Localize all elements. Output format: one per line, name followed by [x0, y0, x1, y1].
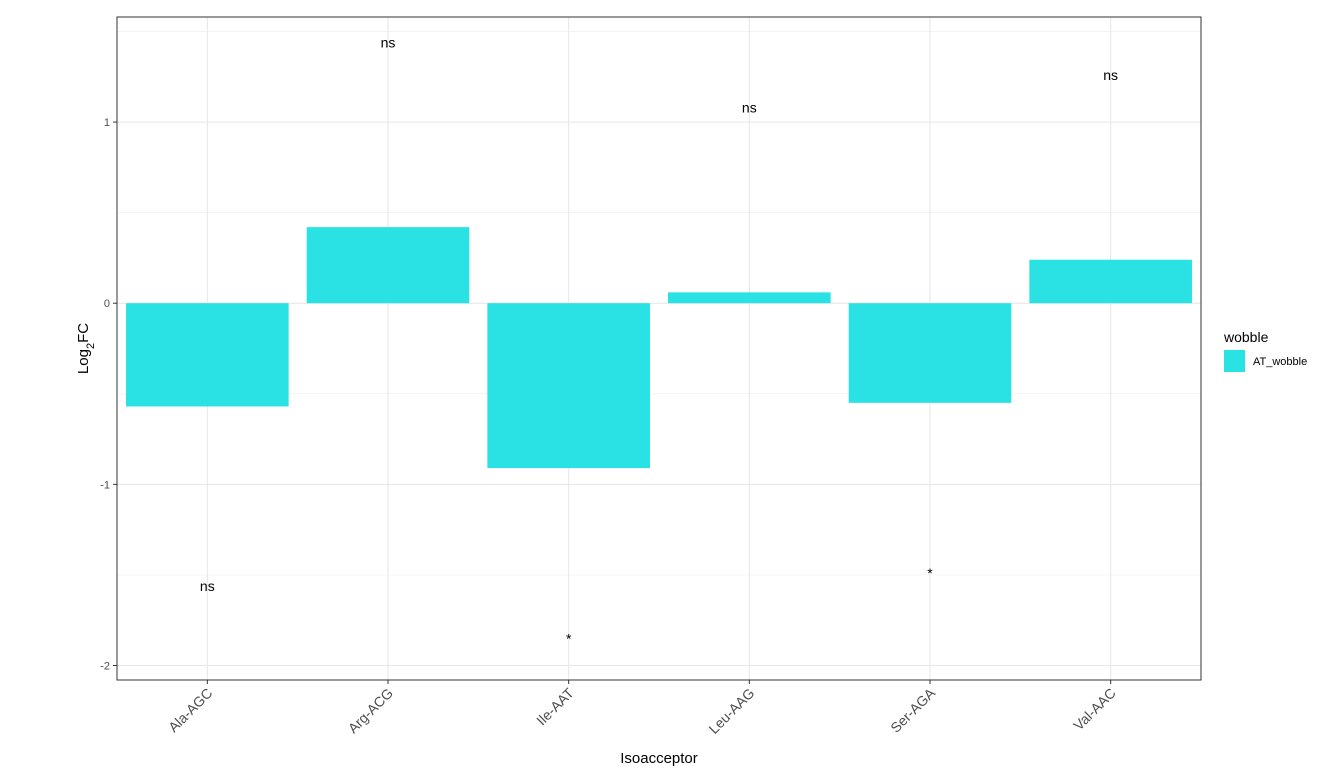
y-axis-title-subscript: 2 — [85, 343, 97, 349]
bar-ser-aga — [848, 303, 1012, 403]
annotation-arg-acg: ns — [381, 34, 396, 50]
x-axis-ticks: Ala-AGC Arg-ACG Ile-AAT Leu-AAG Ser-AGA Val-A… — [165, 680, 1119, 737]
y-tick-label: 0 — [104, 298, 110, 310]
legend-title: wobble — [1223, 329, 1269, 345]
bar-ala-agc — [126, 303, 289, 407]
y-tick-label: -2 — [100, 661, 110, 673]
x-axis-title: Isoacceptor — [620, 750, 698, 767]
y-tick-label: 1 — [104, 117, 110, 129]
plot-panel-border — [116, 16, 1202, 681]
bar-val-aac — [1029, 259, 1192, 304]
legend: wobble AT_wobble — [1223, 329, 1307, 372]
y-axis-ticks: -2 -1 0 1 — [100, 117, 117, 673]
annotation-val-aac: ns — [1103, 67, 1118, 83]
x-tick-label: Ser-AGA — [887, 684, 938, 735]
y-axis-title-main: Log — [75, 349, 92, 374]
x-tick-label: Leu-AAG — [705, 685, 757, 737]
annotation-ala-agc: ns — [200, 578, 215, 594]
bar-leu-aag — [668, 292, 831, 304]
x-tick-label: Arg-ACG — [345, 685, 396, 736]
x-tick-label: Ile-AAT — [533, 684, 577, 728]
legend-key — [1224, 350, 1245, 372]
annotation-leu-aag: ns — [742, 100, 757, 116]
significance-annotations: ns ns * ns * ns — [200, 34, 1118, 646]
annotation-ser-aga: * — [927, 565, 933, 581]
legend-label: AT_wobble — [1253, 356, 1307, 368]
x-tick-label: Ala-AGC — [165, 685, 215, 735]
bars — [126, 227, 1192, 469]
annotation-ile-aat: * — [566, 630, 572, 646]
y-axis-title-tail: FC — [75, 323, 92, 343]
x-tick-label: Val-AAC — [1070, 685, 1119, 734]
y-axis-title: Log2FC — [75, 323, 97, 374]
y-tick-label: -1 — [100, 479, 110, 491]
bar-ile-aat — [487, 303, 650, 469]
bar-arg-acg — [306, 227, 470, 304]
